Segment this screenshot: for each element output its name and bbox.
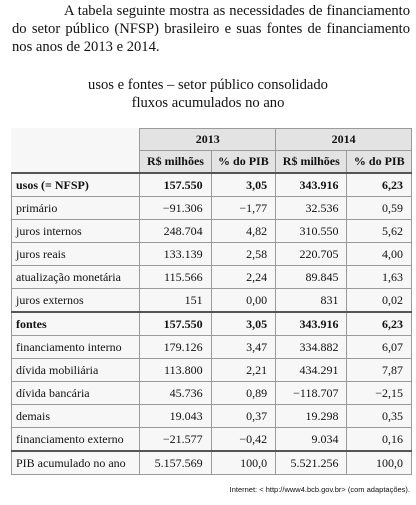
row-label: fontes: [10, 311, 141, 336]
cell-value: 0,02: [346, 288, 412, 313]
table-row: fontes 157.550 3,05 343.916 6,23: [10, 311, 412, 336]
sub-header: % do PIB: [346, 150, 412, 174]
table-row: juros reais 133.139 2,58 220.705 4,00: [10, 242, 412, 266]
sub-header: R$ milhões: [275, 150, 348, 174]
cell-value: 6,23: [346, 311, 412, 336]
table-row: primário −91.306 −1,77 32.536 0,59: [10, 196, 412, 220]
cell-value: 133.139: [139, 242, 212, 266]
cell-value: 5.157.569: [139, 450, 212, 475]
row-label: usos (= NFSP): [10, 172, 141, 197]
sub-header: R$ milhões: [139, 150, 212, 174]
row-label: atualização monetária: [10, 265, 141, 289]
cell-value: 1,63: [346, 265, 412, 289]
cell-value: 0,89: [210, 381, 277, 405]
cell-value: 5,62: [346, 219, 412, 243]
table-row: dívida bancária 45.736 0,89 −118.707 −2,15: [10, 381, 412, 405]
cell-value: 113.800: [139, 358, 212, 382]
cell-value: 100,0: [346, 450, 412, 475]
table-row: financiamento interno 179.126 3,47 334.882 6…: [10, 335, 412, 359]
cell-value: 334.882: [275, 335, 348, 359]
cell-value: 0,37: [210, 404, 277, 428]
table-row: dívida mobiliária 113.800 2,21 434.291 7,87: [10, 358, 412, 382]
table-title: usos e fontes – setor público consolidad…: [0, 76, 416, 112]
source-note: Internet: < http://www4.bcb.gov.br> (com…: [229, 485, 410, 494]
cell-value: −118.707: [275, 381, 348, 405]
cell-value: 3,05: [210, 172, 277, 197]
cell-value: 157.550: [139, 172, 212, 197]
table-row: financiamento externo −21.577 −0,42 9.034 0,…: [10, 427, 412, 452]
intro-text: A tabela seguinte mostra as necessidades…: [12, 3, 410, 55]
cell-value: 9.034: [275, 427, 348, 452]
cell-value: 343.916: [275, 311, 348, 336]
cell-value: 220.705: [275, 242, 348, 266]
cell-value: 0,00: [210, 288, 277, 313]
cell-value: 19.043: [139, 404, 212, 428]
title-line: fluxos acumulados no ano: [131, 95, 285, 111]
table-header: 2013 2014 R$ milhões % do PIB R$ milhões…: [10, 128, 412, 174]
row-label: dívida mobiliária: [10, 358, 141, 382]
cell-value: 0,35: [346, 404, 412, 428]
row-label: PIB acumulado no ano: [10, 450, 141, 475]
cell-value: −1,77: [210, 196, 277, 220]
cell-value: 19.298: [275, 404, 348, 428]
table-row: juros externos 151 0,00 831 0,02: [10, 288, 412, 313]
data-table: 2013 2014 R$ milhões % do PIB R$ milhões…: [10, 128, 412, 475]
year-header: 2014: [275, 128, 412, 151]
title-line: usos e fontes – setor público consolidad…: [88, 77, 328, 93]
cell-value: 45.736: [139, 381, 212, 405]
cell-value: 115.566: [139, 265, 212, 289]
table-row: usos (= NFSP) 157.550 3,05 343.916 6,23: [10, 172, 412, 197]
row-label: financiamento interno: [10, 335, 141, 359]
cell-value: 6,23: [346, 172, 412, 197]
cell-value: 4,82: [210, 219, 277, 243]
table-row: juros internos 248.704 4,82 310.550 5,62: [10, 219, 412, 243]
cell-value: 2,24: [210, 265, 277, 289]
cell-value: 3,05: [210, 311, 277, 336]
cell-value: 7,87: [346, 358, 412, 382]
row-label: dívida bancária: [10, 381, 141, 405]
corner-cell: [10, 128, 141, 174]
table-row: atualização monetária 115.566 2,24 89.845 1,…: [10, 265, 412, 289]
cell-value: −91.306: [139, 196, 212, 220]
row-label: juros externos: [10, 288, 141, 313]
cell-value: 2,21: [210, 358, 277, 382]
cell-value: 6,07: [346, 335, 412, 359]
row-label: financiamento externo: [10, 427, 141, 452]
cell-value: 831: [275, 288, 348, 313]
cell-value: 343.916: [275, 172, 348, 197]
cell-value: 248.704: [139, 219, 212, 243]
cell-value: 0,59: [346, 196, 412, 220]
cell-value: 32.536: [275, 196, 348, 220]
cell-value: 4,00: [346, 242, 412, 266]
cell-value: 310.550: [275, 219, 348, 243]
cell-value: 5.521.256: [275, 450, 348, 475]
header-row: R$ milhões % do PIB R$ milhões % do PIB: [12, 150, 412, 174]
row-label: juros reais: [10, 242, 141, 266]
row-label: juros internos: [10, 219, 141, 243]
cell-value: 434.291: [275, 358, 348, 382]
table-row: PIB acumulado no ano 5.157.569 100,0 5.521.…: [10, 450, 412, 475]
cell-value: 0,16: [346, 427, 412, 452]
cell-value: −21.577: [139, 427, 212, 452]
cell-value: −2,15: [346, 381, 412, 405]
row-label: primário: [10, 196, 141, 220]
header-row: 2013 2014: [10, 128, 412, 174]
cell-value: 157.550: [139, 311, 212, 336]
sub-header: % do PIB: [210, 150, 277, 174]
cell-value: 179.126: [139, 335, 212, 359]
cell-value: 89.845: [275, 265, 348, 289]
cell-value: 3,47: [210, 335, 277, 359]
table-row: demais 19.043 0,37 19.298 0,35: [10, 404, 412, 428]
row-label: demais: [10, 404, 141, 428]
year-header: 2013: [139, 128, 277, 151]
cell-value: 100,0: [210, 450, 277, 475]
cell-value: 151: [139, 288, 212, 313]
cell-value: −0,42: [210, 427, 277, 452]
cell-value: 2,58: [210, 242, 277, 266]
table-body: usos (= NFSP) 157.550 3,05 343.916 6,23 primá…: [10, 172, 412, 475]
